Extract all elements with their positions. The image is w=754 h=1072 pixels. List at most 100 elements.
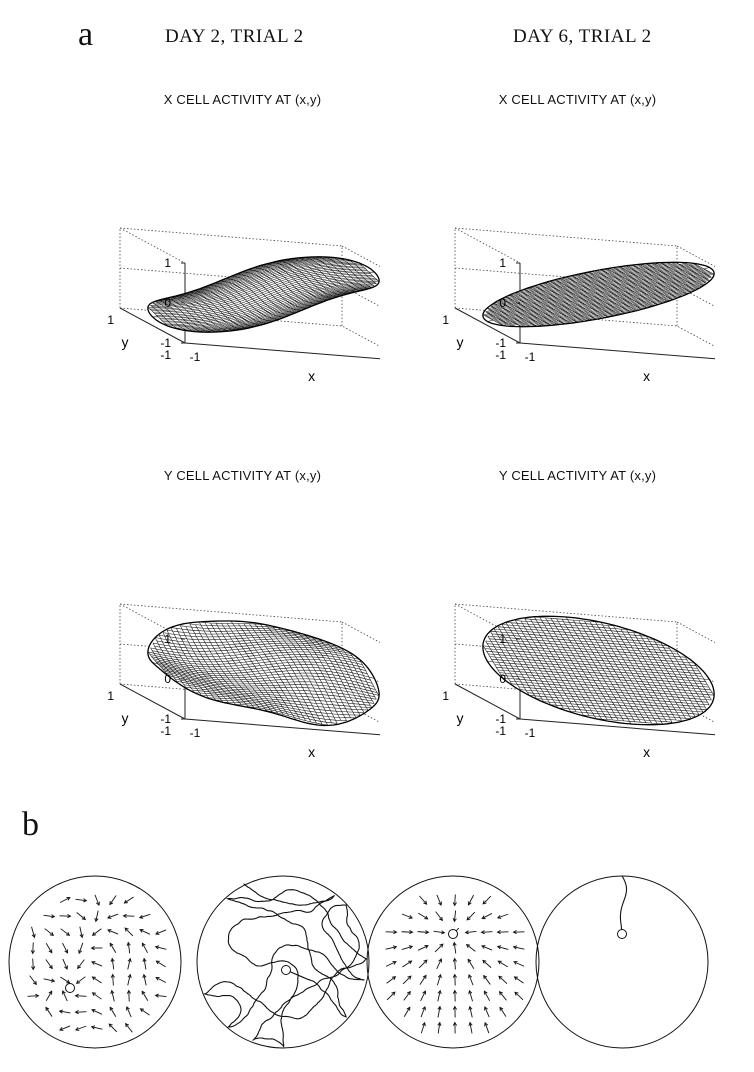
vector-arrow — [386, 976, 396, 984]
mesh-line — [194, 287, 372, 332]
vector-arrow — [402, 975, 412, 985]
mesh-line — [487, 661, 710, 680]
mesh-line — [488, 653, 700, 672]
mesh-line — [498, 626, 654, 640]
mesh-line — [194, 692, 372, 709]
plot-x-cell-day2: X CELL ACTIVITY AT (x,y) 10-11-1-11yx — [105, 92, 380, 422]
pool-outline — [535, 875, 709, 1049]
mesh-line — [154, 268, 366, 314]
vector-arrow — [43, 978, 55, 982]
mesh-line — [487, 267, 710, 322]
vector-arrow — [497, 946, 509, 950]
vector-arrow — [468, 974, 474, 986]
mesh-line — [520, 689, 710, 706]
mesh-line — [498, 263, 654, 302]
vector-arrow — [514, 976, 524, 984]
plot-y-cell-day2: Y CELL ACTIVITY AT (x,y) 10-11-1-11yx — [105, 468, 380, 798]
vector-arrow — [59, 897, 71, 903]
surface-edge — [482, 615, 715, 726]
vector-arrow — [420, 1022, 426, 1034]
mesh-line — [152, 642, 342, 649]
mesh-line — [176, 283, 377, 329]
mesh-line — [596, 718, 663, 725]
mesh-line — [485, 640, 686, 658]
mesh-line — [491, 633, 670, 649]
mesh-line — [518, 279, 708, 326]
vector-arrow — [481, 931, 493, 933]
mesh-line — [511, 683, 712, 701]
mesh-line — [215, 290, 361, 333]
mesh-line — [527, 282, 706, 326]
swim-path — [196, 875, 370, 1049]
mesh-line — [152, 662, 375, 679]
y-axis-label: y — [121, 334, 128, 350]
vector-arrow — [141, 991, 149, 1001]
mesh-line — [494, 628, 661, 643]
vector-arrow — [453, 910, 457, 922]
mesh-line — [156, 257, 335, 303]
mesh-line — [156, 640, 335, 646]
mesh-line — [489, 638, 679, 655]
mesh-line — [570, 295, 682, 324]
mesh-line — [166, 256, 312, 299]
vector-arrow — [43, 914, 55, 918]
mesh-line — [543, 701, 699, 715]
mesh-line — [189, 260, 279, 293]
column-header-day6: DAY 6, TRIAL 2 — [513, 26, 652, 47]
vector-arrow — [78, 942, 84, 954]
y-tick-label: -1 — [160, 348, 171, 362]
mesh-line — [490, 262, 668, 306]
mesh-line — [484, 264, 696, 317]
vector-arrow — [499, 1007, 507, 1017]
mesh-line — [149, 654, 361, 663]
mesh-line — [509, 680, 710, 698]
mesh-line — [487, 263, 688, 313]
vector-arrow — [481, 913, 493, 919]
mesh-line — [154, 259, 344, 305]
mesh-line — [483, 645, 695, 664]
plot-y-cell-day6: Y CELL ACTIVITY AT (x,y) 10-11-1-11yx — [440, 468, 715, 798]
vector-arrow — [29, 975, 37, 985]
mesh-line — [148, 262, 360, 309]
plot-title: Y CELL ACTIVITY AT (x,y) — [498, 468, 657, 483]
surface-mesh — [147, 256, 380, 333]
platform-marker — [65, 983, 75, 993]
vector-arrow — [434, 943, 444, 953]
vector-arrow — [91, 1026, 103, 1030]
mesh-line — [536, 698, 703, 713]
vector-arrow — [420, 1006, 426, 1018]
mesh-line — [154, 644, 344, 652]
vector-arrow — [75, 1025, 87, 1031]
vector-arrow — [513, 961, 525, 967]
mesh-line — [150, 647, 351, 655]
mesh-line — [496, 270, 708, 323]
vector-arrow — [418, 959, 428, 969]
vector-arrow — [436, 894, 442, 906]
mesh-line — [174, 282, 375, 328]
mesh-line — [155, 257, 333, 302]
vector-arrow — [513, 946, 525, 950]
mesh-line — [159, 273, 371, 319]
mesh-line — [484, 648, 696, 666]
vector-arrow — [402, 960, 412, 968]
vector-arrow — [469, 1022, 473, 1034]
mesh-line — [570, 711, 682, 721]
mesh-line — [159, 665, 371, 681]
mesh-line — [543, 287, 699, 326]
y-axis-label: y — [456, 334, 463, 350]
mesh-line — [489, 266, 701, 319]
vector-arrow — [75, 995, 87, 997]
vector-arrow — [437, 1006, 441, 1018]
vector-arrow — [156, 960, 166, 968]
vector-arrow — [454, 958, 456, 970]
mesh-line — [248, 296, 338, 329]
vector-arrow — [419, 895, 427, 905]
mesh-line — [520, 280, 710, 327]
vector-arrow — [469, 1006, 473, 1018]
mesh-line — [155, 637, 333, 645]
mesh-line — [166, 672, 378, 693]
mesh-line — [208, 697, 364, 713]
mesh-line — [550, 704, 696, 717]
vector-arrow — [60, 928, 70, 936]
vector-arrow — [143, 974, 147, 986]
